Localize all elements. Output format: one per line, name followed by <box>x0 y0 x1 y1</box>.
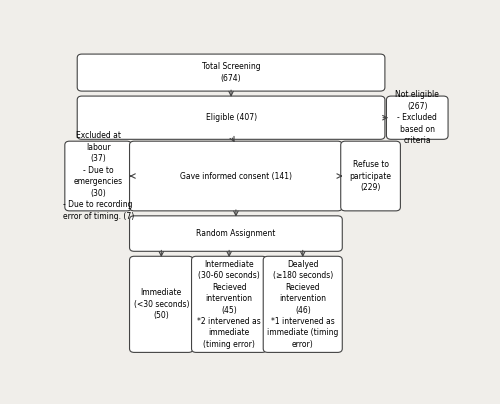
FancyBboxPatch shape <box>77 96 385 139</box>
Text: Eligible (407): Eligible (407) <box>206 113 256 122</box>
Text: Random Assignment: Random Assignment <box>196 229 276 238</box>
Text: Gave informed consent (141): Gave informed consent (141) <box>180 172 292 181</box>
FancyBboxPatch shape <box>77 54 385 91</box>
Text: Excluded at
labour
(37)
- Due to
emergencies
(30)
- Due to recording
error of ti: Excluded at labour (37) - Due to emergen… <box>62 131 134 221</box>
FancyBboxPatch shape <box>192 256 266 352</box>
FancyBboxPatch shape <box>130 216 342 251</box>
Text: Total Screening
(674): Total Screening (674) <box>202 62 260 83</box>
FancyBboxPatch shape <box>130 256 193 352</box>
FancyBboxPatch shape <box>130 141 342 211</box>
Text: Dealyed
(≥180 seconds)
Recieved
intervention
(46)
*1 intervened as
immediate (ti: Dealyed (≥180 seconds) Recieved interven… <box>267 260 338 349</box>
Text: Intermediate
(30-60 seconds)
Recieved
intervention
(45)
*2 intervened as
immedia: Intermediate (30-60 seconds) Recieved in… <box>197 260 261 349</box>
Text: Not eligible
(267)
- Excluded
based on
criteria: Not eligible (267) - Excluded based on c… <box>396 90 439 145</box>
Text: Refuse to
participate
(229): Refuse to participate (229) <box>350 160 392 192</box>
FancyBboxPatch shape <box>65 141 132 211</box>
FancyBboxPatch shape <box>386 96 448 139</box>
Text: Immediate
(<30 seconds)
(50): Immediate (<30 seconds) (50) <box>134 288 189 320</box>
FancyBboxPatch shape <box>263 256 342 352</box>
FancyBboxPatch shape <box>340 141 400 211</box>
